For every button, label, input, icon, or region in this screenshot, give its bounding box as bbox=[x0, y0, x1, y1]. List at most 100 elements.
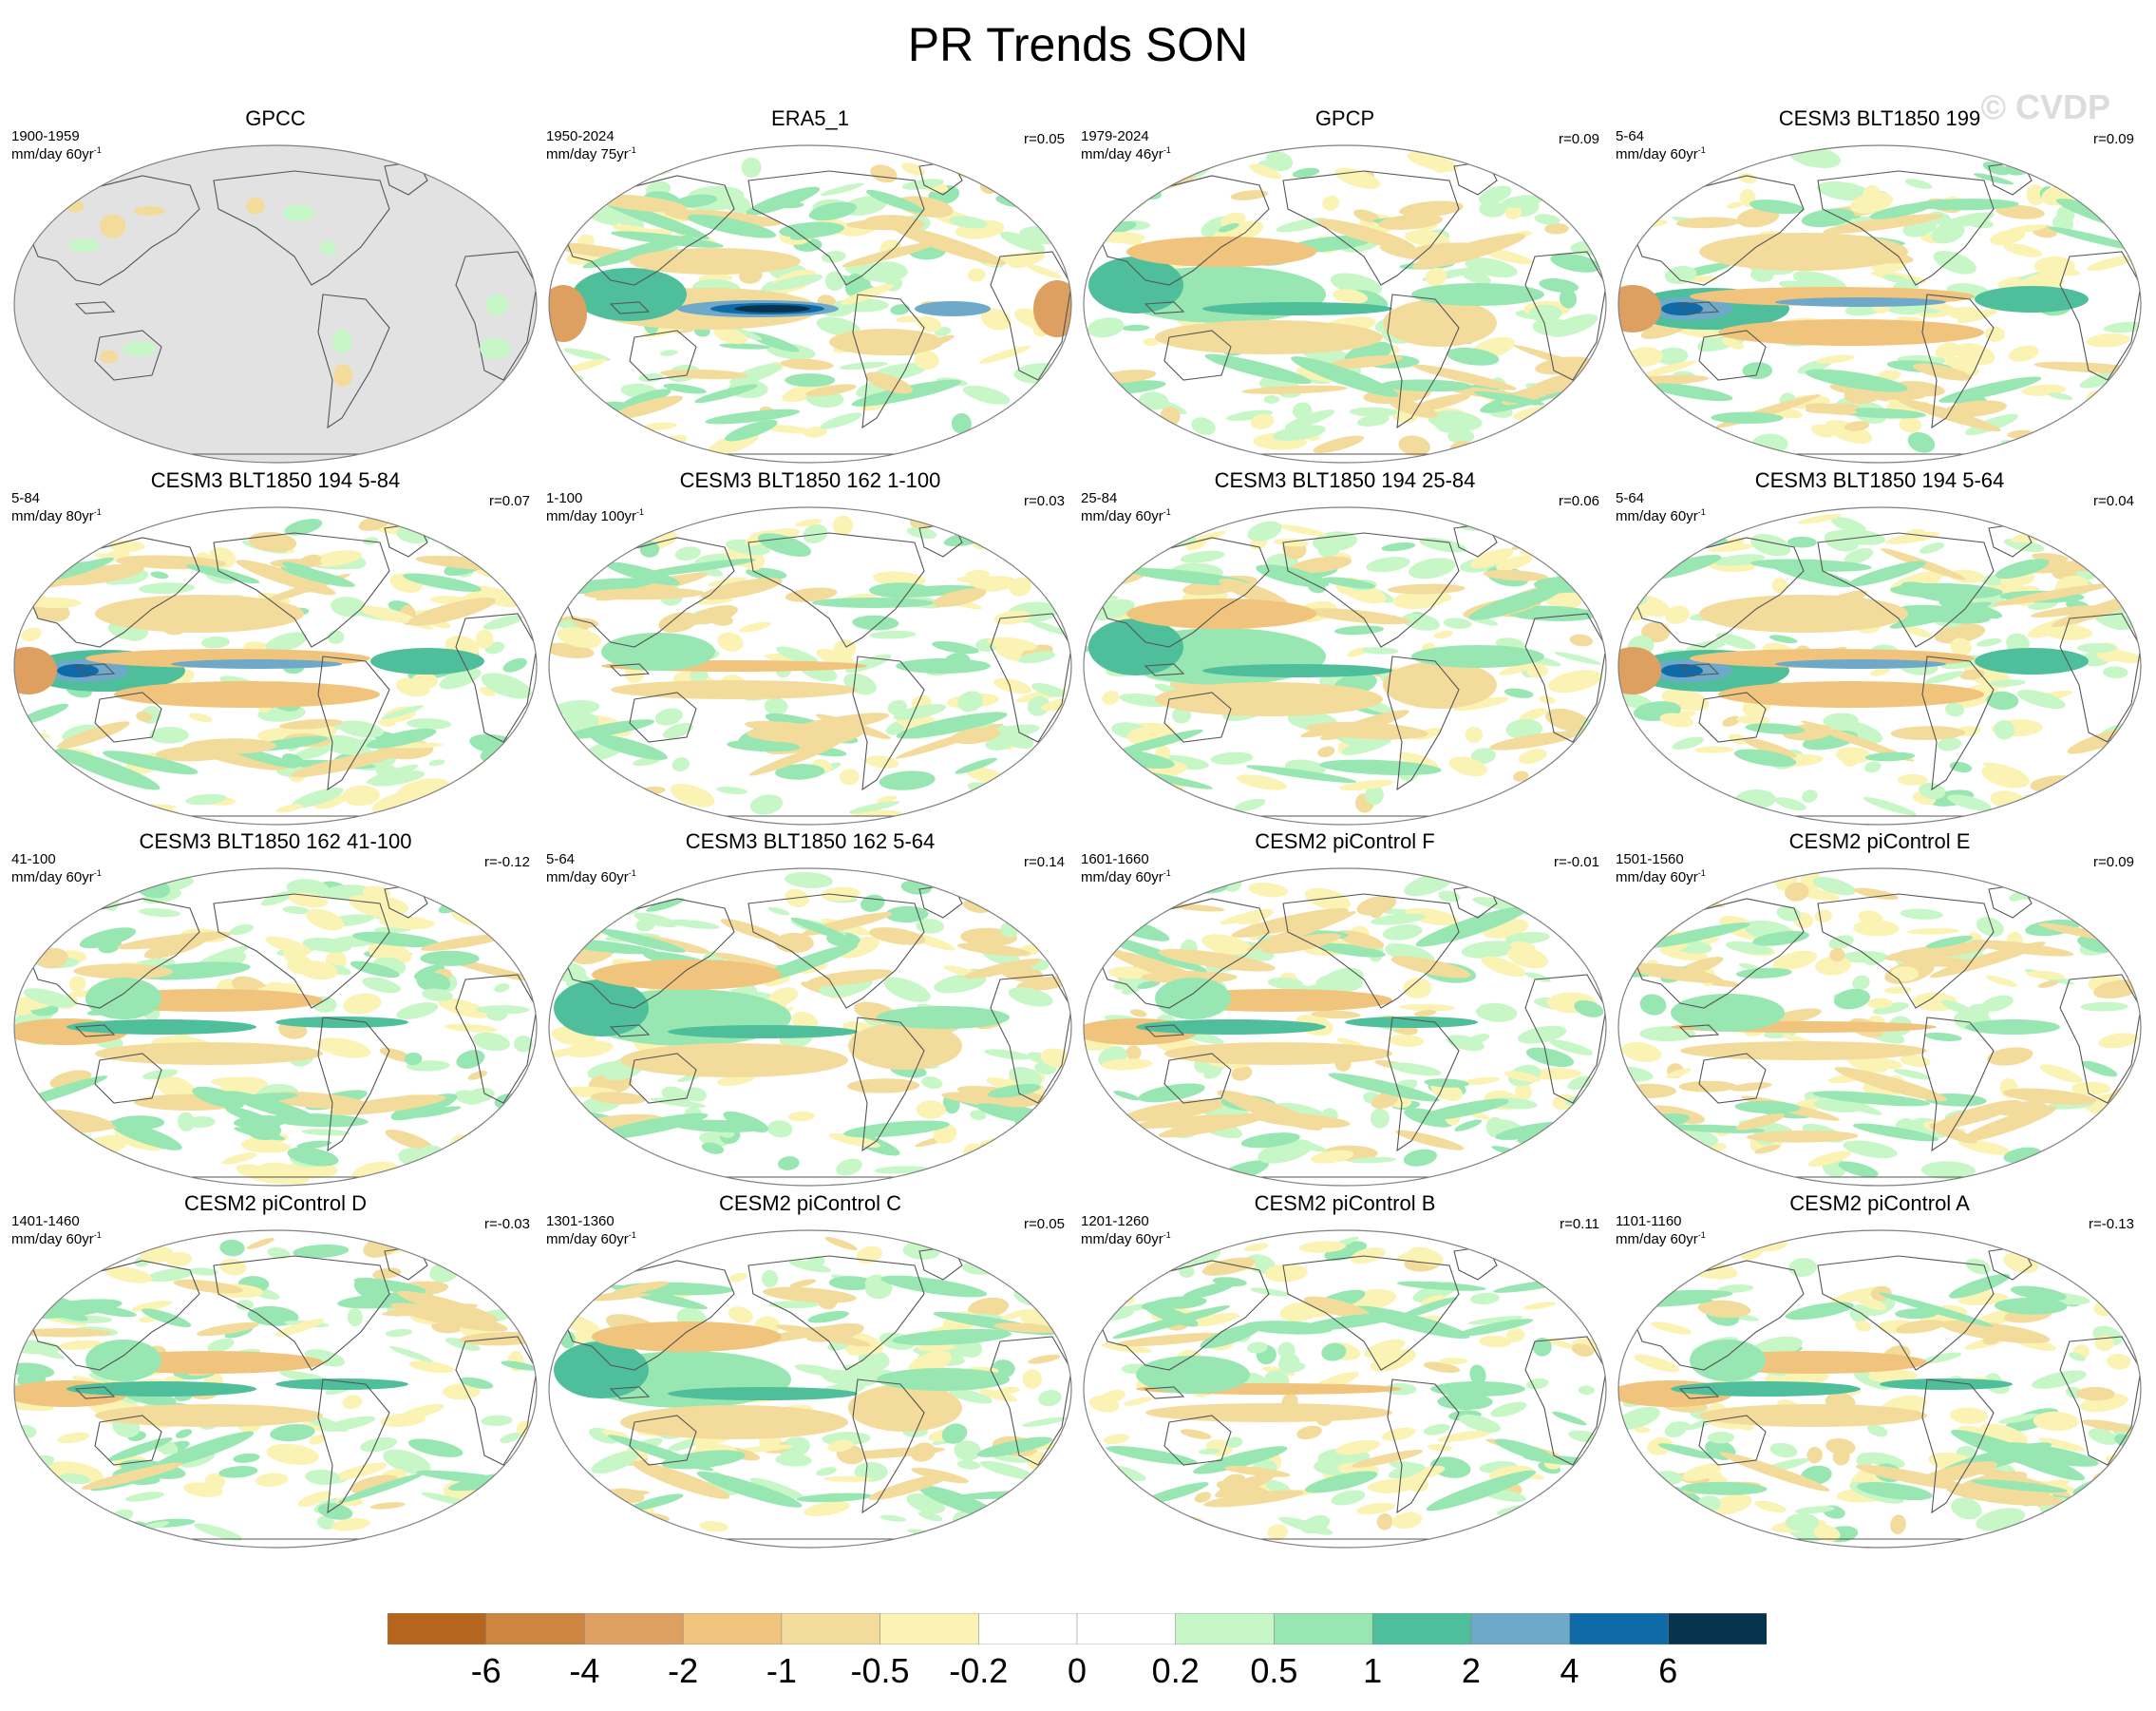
dry-patch bbox=[1125, 1045, 1142, 1061]
dry-patch bbox=[1194, 1492, 1212, 1503]
storm-track-streak bbox=[185, 564, 260, 584]
wet-patch bbox=[956, 1459, 981, 1470]
wet-patch bbox=[1470, 1292, 1500, 1305]
wet-patch bbox=[1087, 1512, 1139, 1538]
land-wet-patch bbox=[123, 341, 157, 356]
dry-patch bbox=[1651, 424, 1688, 438]
wet-patch bbox=[646, 898, 685, 912]
map-content bbox=[14, 145, 537, 463]
south-pacific-dry bbox=[1155, 682, 1383, 716]
pacific-wet-line bbox=[1775, 659, 1946, 669]
storm-track-streak bbox=[1395, 1130, 1465, 1150]
wet-patch bbox=[1401, 613, 1441, 631]
wet-patch bbox=[954, 1440, 982, 1461]
dry-patch bbox=[787, 1111, 815, 1122]
south-america-dry bbox=[848, 1384, 962, 1432]
dry-patch bbox=[58, 1340, 103, 1350]
dry-patch bbox=[183, 1482, 223, 1497]
wet-patch bbox=[1980, 995, 2014, 1012]
storm-track-streak bbox=[1316, 219, 1416, 250]
wet-patch bbox=[1715, 633, 1756, 650]
dry-patch bbox=[585, 784, 608, 803]
south-dry bbox=[1145, 1403, 1392, 1422]
storm-track-streak bbox=[1106, 1446, 1198, 1465]
dry-patch bbox=[763, 425, 813, 434]
dry-patch bbox=[554, 771, 576, 784]
dry-patch bbox=[1545, 708, 1591, 732]
storm-track-streak bbox=[407, 1438, 463, 1457]
wet-patch bbox=[788, 1260, 832, 1273]
coastline bbox=[990, 613, 1071, 743]
wet-patch bbox=[984, 1049, 1031, 1060]
storm-track-streak bbox=[153, 1431, 255, 1469]
storm-track-streak bbox=[1378, 214, 1443, 230]
coastline bbox=[609, 663, 651, 676]
wet-patch bbox=[40, 772, 66, 780]
wet-patch bbox=[383, 1449, 431, 1474]
dry-patch bbox=[25, 597, 82, 609]
wet-patch bbox=[1524, 972, 1551, 982]
wet-patch bbox=[1454, 1119, 1483, 1131]
wet-patch bbox=[1549, 1039, 1594, 1055]
atlantic-wet bbox=[370, 648, 484, 675]
wet-patch bbox=[1924, 671, 1964, 684]
dry-patch bbox=[1694, 746, 1734, 753]
dry-patch bbox=[1947, 307, 1984, 320]
wet-patch bbox=[1626, 774, 1667, 789]
pacific-wet-line bbox=[171, 659, 342, 669]
wet-patch bbox=[2016, 689, 2066, 710]
dry-patch bbox=[1278, 524, 1327, 537]
storm-track-streak bbox=[690, 605, 738, 625]
storm-track-streak bbox=[963, 959, 1042, 979]
wet-patch bbox=[1836, 1098, 1882, 1115]
dry-patch bbox=[1736, 715, 1770, 725]
panel-units-text: mm/day 60yr bbox=[546, 1231, 629, 1247]
dry-patch bbox=[839, 769, 860, 786]
land-wet-patch bbox=[320, 240, 336, 256]
wet-patch bbox=[591, 1451, 639, 1474]
wet-patch bbox=[1504, 688, 1534, 698]
storm-track-streak bbox=[52, 563, 144, 586]
wet-patch bbox=[824, 271, 845, 292]
wet-patch bbox=[292, 787, 344, 808]
storm-track-streak bbox=[1925, 935, 1974, 949]
dry-patch bbox=[342, 1395, 363, 1410]
coastline bbox=[990, 251, 1071, 381]
wet-patch bbox=[1172, 707, 1192, 724]
dry-patch bbox=[2087, 256, 2132, 272]
dry-patch bbox=[1518, 749, 1547, 765]
coastline bbox=[629, 1053, 697, 1104]
storm-track-streak bbox=[268, 1113, 369, 1128]
wet-patch bbox=[1512, 517, 1554, 533]
storm-track-streak bbox=[1240, 1132, 1300, 1149]
wet-patch bbox=[685, 1087, 707, 1102]
coastline bbox=[213, 170, 390, 286]
storm-track-streak bbox=[847, 1078, 920, 1093]
dry-patch bbox=[322, 550, 354, 562]
storm-track-streak bbox=[1158, 948, 1276, 972]
wet-patch bbox=[404, 1052, 423, 1066]
south-pacific-dry bbox=[95, 1404, 323, 1427]
dry-patch bbox=[1350, 1247, 1386, 1264]
storm-track-streak bbox=[976, 1436, 1052, 1457]
dry-patch bbox=[1772, 950, 1818, 971]
dry-patch bbox=[1469, 548, 1514, 569]
dry-patch bbox=[2079, 148, 2126, 167]
dry-patch bbox=[411, 673, 438, 690]
dry-patch bbox=[1560, 1166, 1606, 1181]
wet-patch bbox=[1210, 751, 1254, 765]
panel-units: mm/day 100yr-1 bbox=[546, 507, 644, 524]
storm-track-streak bbox=[366, 728, 437, 749]
storm-track-streak bbox=[1823, 214, 1943, 235]
panel-units-text: mm/day 75yr bbox=[546, 146, 629, 162]
storm-track-streak bbox=[112, 1115, 165, 1131]
dry-patch bbox=[1934, 623, 1986, 644]
storm-track-streak bbox=[941, 1092, 1035, 1108]
dry-patch bbox=[441, 1521, 463, 1540]
dry-patch bbox=[1664, 605, 1691, 624]
atlantic-wet bbox=[877, 1006, 1010, 1029]
storm-track-streak bbox=[957, 942, 1031, 957]
coastline bbox=[1387, 1378, 1460, 1514]
wet-patch bbox=[1046, 924, 1064, 941]
dry-patch bbox=[972, 802, 994, 812]
